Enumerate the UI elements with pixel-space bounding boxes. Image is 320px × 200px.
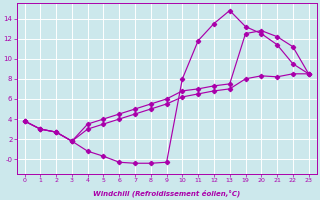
- X-axis label: Windchill (Refroidissement éolien,°C): Windchill (Refroidissement éolien,°C): [93, 189, 240, 197]
